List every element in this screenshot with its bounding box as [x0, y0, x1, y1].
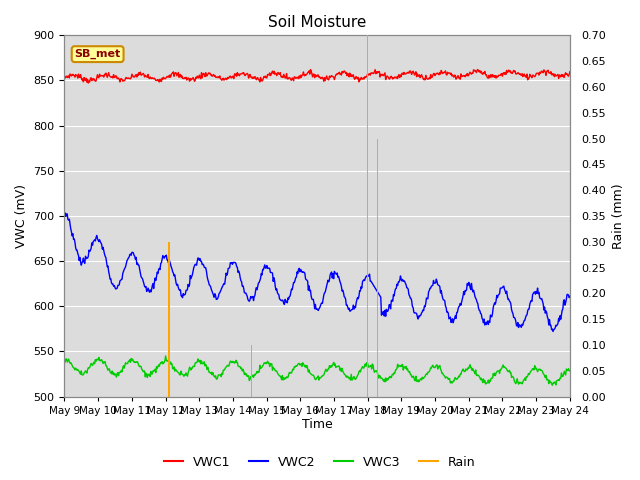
- Y-axis label: Rain (mm): Rain (mm): [612, 183, 625, 249]
- Bar: [168, 242, 170, 396]
- Bar: [251, 345, 252, 396]
- Legend: VWC1, VWC2, VWC3, Rain: VWC1, VWC2, VWC3, Rain: [159, 451, 481, 474]
- Bar: [367, 36, 369, 396]
- Title: Soil Moisture: Soil Moisture: [268, 15, 366, 30]
- X-axis label: Time: Time: [302, 419, 333, 432]
- Y-axis label: VWC (mV): VWC (mV): [15, 184, 28, 248]
- Text: SB_met: SB_met: [74, 49, 121, 59]
- Bar: [377, 139, 378, 396]
